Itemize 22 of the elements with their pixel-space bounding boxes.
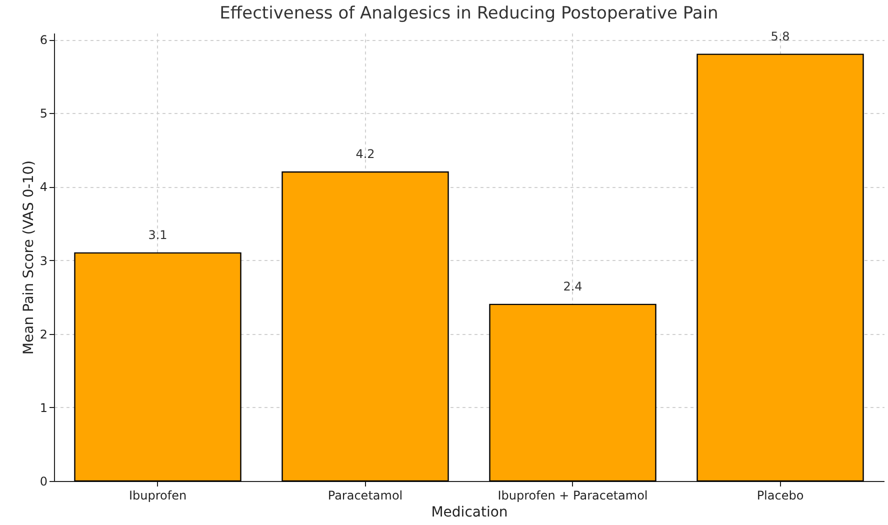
bar (489, 304, 656, 482)
bar (74, 252, 242, 482)
y-tick-label: 4 (40, 180, 48, 194)
y-axis-title: Mean Pain Score (VAS 0-10) (20, 160, 37, 355)
data-label: 2.4 (563, 279, 582, 294)
x-axis-title: Medication (431, 504, 508, 520)
y-tick-label: 3 (40, 254, 48, 268)
data-label: 4.2 (356, 147, 375, 162)
x-tick-label: Placebo (756, 488, 804, 502)
y-tick-label: 1 (40, 400, 48, 415)
bar (696, 54, 864, 482)
y-tick-label: 5 (40, 106, 48, 121)
x-tick-label: Ibuprofen (128, 488, 187, 502)
bar (282, 171, 449, 482)
data-label: 3.1 (148, 228, 168, 242)
y-tick-label: 6 (40, 33, 48, 48)
y-tick-label: 0 (40, 474, 48, 488)
data-label: 5.8 (770, 29, 790, 44)
y-tick-label: 2 (40, 327, 48, 342)
x-tick-label: Paracetamol (328, 488, 403, 502)
chart-title: Effectiveness of Analgesics in Reducing Postoperative Pain (220, 3, 718, 24)
x-tick-label: Ibuprofen + Paracetamol (498, 488, 648, 502)
